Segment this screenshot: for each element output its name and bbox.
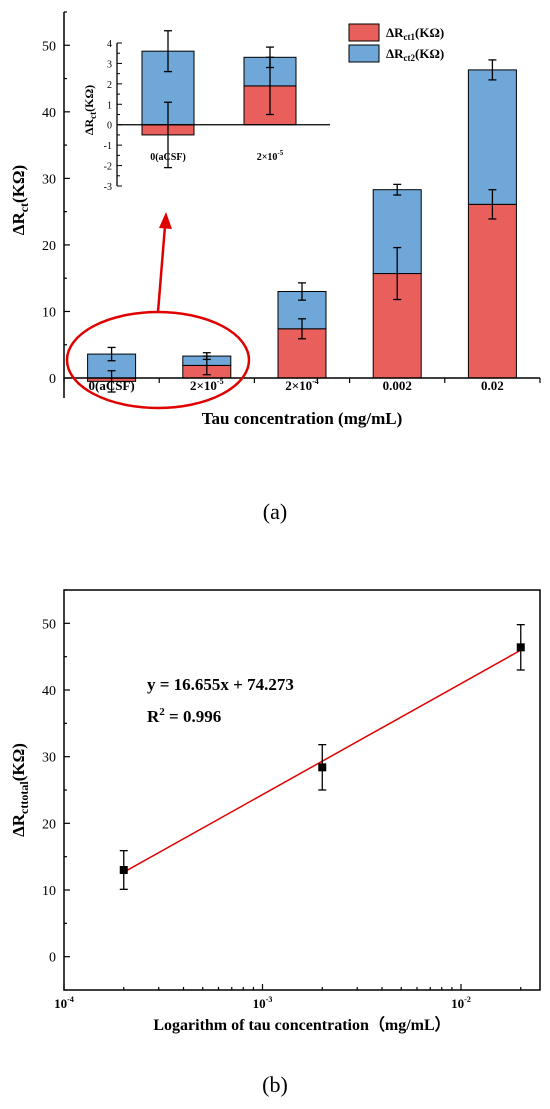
chart-a-y-axis-label-sub: ct (17, 203, 31, 212)
x-tick-label: 0(aCSF) (88, 378, 134, 393)
chart-a-inset: -3 -2 -1 0 1 2 3 4 0(aCSF) 2×10-5 ΔRct(KΩ) (82, 30, 330, 193)
x-tick-label: 10-3 (253, 995, 273, 1011)
error-bar-series2 (202, 352, 211, 361)
x-tick-label: 10-4 (54, 995, 74, 1011)
chart-b-y-ticks: 0 10 20 30 40 50 (42, 589, 70, 991)
chart-a-y-ticks: 0 10 20 30 40 50 (42, 11, 70, 387)
chart-a-y-axis-label: ΔRct(KΩ) (9, 165, 31, 235)
annotation-arrow-line (156, 225, 167, 313)
legend-swatch-series2 (348, 44, 380, 63)
y-tick-label: 20 (42, 817, 56, 832)
chart-a-y-axis-label-unit: (KΩ) (9, 165, 28, 203)
y-tick-label: 40 (42, 684, 56, 699)
chart-b-caption: (b) (262, 1072, 288, 1097)
chart-b-r2: R2 = 0.996 (147, 706, 221, 726)
x-tick-label: 10-2 (451, 995, 471, 1011)
error-bar-series2 (298, 282, 306, 301)
chart-b-equation: y = 16.655x + 74.273 (147, 675, 294, 694)
error-bar-series1 (107, 370, 116, 393)
error-bar-series2 (393, 183, 402, 196)
inset-error-bars (164, 30, 274, 169)
inset-error-bar-series1 (164, 101, 172, 169)
y-tick-label: 50 (42, 617, 56, 632)
inset-y-tick-label: -3 (104, 182, 112, 193)
chart-b: 0 10 20 30 40 50 10-4 10-3 10-2 y = 16.655x + 7… (9, 589, 541, 1097)
chart-b-x-axis-label: Logarithm of tau concentration（mg/mL） (153, 1016, 450, 1034)
y-tick-label: 0 (49, 372, 56, 387)
chart-a-x-axis-label: Tau concentration (mg/mL) (202, 409, 403, 428)
chart-a-legend: ΔRct1(KΩ) ΔRct2(KΩ) (348, 23, 444, 63)
chart-b-frame (63, 589, 541, 991)
legend-label-series1: ΔRct1(KΩ) (386, 25, 444, 42)
y-tick-label: 30 (42, 172, 56, 187)
inset-x-ticks: 0(aCSF) 2×10-5 (150, 149, 284, 163)
inset-y-tick-label: -1 (104, 141, 112, 152)
inset-x-tick-label: 2×10-5 (257, 149, 284, 163)
annotation-arrow-head (159, 212, 172, 229)
y-tick-label: 50 (42, 39, 56, 54)
inset-y-tick-label: 1 (107, 100, 112, 111)
inset-y-tick-label: 2 (107, 80, 112, 91)
legend-swatch-series1 (348, 23, 380, 42)
y-tick-label: 10 (42, 305, 56, 320)
bar-series1 (467, 203, 517, 379)
data-point (318, 763, 327, 772)
inset-y-axis-label: ΔRct(KΩ) (82, 85, 98, 135)
inset-x-tick-label: 0(aCSF) (150, 152, 186, 163)
error-bar-series1 (488, 189, 497, 220)
inset-y-tick-label: 0 (107, 121, 112, 132)
x-tick-label: 2×10-5 (190, 377, 224, 393)
error-bar-series1 (393, 246, 402, 301)
data-point (516, 643, 525, 652)
chart-a-caption: (a) (263, 499, 287, 524)
y-tick-label: 40 (42, 106, 56, 121)
chart-b-y-axis-label: ΔRcttotal(KΩ) (9, 743, 31, 837)
x-tick-label: 0.002 (383, 378, 412, 393)
inset-bars (141, 50, 297, 136)
inset-y-tick-label: 3 (107, 59, 112, 70)
inset-error-bar-series2 (266, 46, 274, 69)
x-tick-label: 0.02 (481, 378, 504, 393)
y-tick-label: 10 (42, 884, 56, 899)
y-tick-label: 30 (42, 751, 56, 766)
inset-y-tick-label: -2 (104, 162, 112, 173)
chart-a-x-ticks: 0(aCSF) 2×10-5 2×10-4 0.002 0.02 (63, 377, 541, 393)
chart-a-axes (63, 12, 540, 398)
chart-a-bars (87, 69, 517, 382)
y-tick-label: 0 (49, 951, 56, 966)
y-tick-label: 20 (42, 239, 56, 254)
inset-y-ticks: -3 -2 -1 0 1 2 3 4 (104, 39, 122, 193)
bar-series2 (467, 69, 517, 205)
error-bar-series1 (298, 318, 306, 340)
chart-a-y-axis-label-base: ΔR (9, 212, 28, 236)
chart-a-annotation (65, 212, 251, 410)
error-bar-series2 (488, 59, 497, 81)
chart-a-error-bars (107, 59, 497, 393)
legend-label-series2: ΔRct2(KΩ) (386, 46, 444, 63)
error-bar-series2 (107, 346, 116, 362)
data-point (119, 866, 128, 874)
inset-error-bar-series2 (164, 30, 172, 73)
chart-b-points (119, 624, 525, 890)
x-tick-label: 2×10-4 (285, 377, 319, 393)
chart-b-x-ticks: 10-4 10-3 10-2 (54, 984, 522, 1011)
inset-y-tick-label: 4 (107, 39, 112, 50)
